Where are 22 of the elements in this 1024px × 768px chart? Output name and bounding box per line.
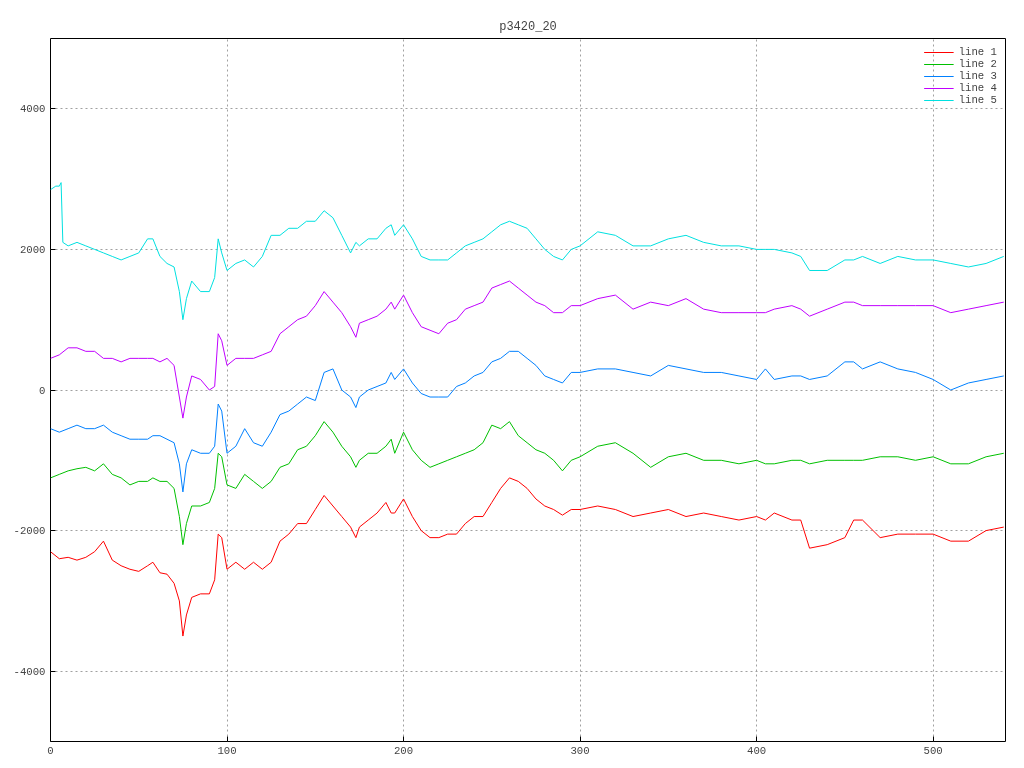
legend-label: line 3 (958, 70, 997, 82)
x-tick-label: 100 (217, 744, 237, 757)
legend-label: line 4 (958, 82, 997, 94)
line-series (50, 182, 1005, 321)
y-tick-label: 0 (39, 384, 46, 397)
legend-label: line 2 (958, 58, 997, 70)
y-tick-label: -2000 (13, 525, 46, 538)
legend-label: line 5 (958, 94, 997, 106)
x-tick-label: 500 (923, 744, 943, 757)
line-series (50, 477, 1005, 637)
line-series (50, 421, 1005, 546)
legend-label: line 1 (958, 46, 997, 58)
line-series (50, 350, 1005, 493)
y-tick-label: -4000 (13, 665, 46, 678)
y-tick-label: 2000 (19, 243, 46, 256)
line-series (50, 280, 1005, 419)
chart-title: p3420_20 (499, 19, 557, 34)
x-tick-label: 200 (393, 744, 414, 757)
y-tick-label: 4000 (19, 103, 46, 116)
x-tick-label: 0 (47, 744, 54, 757)
x-tick-label: 400 (747, 744, 767, 757)
x-tick-label: 300 (570, 744, 590, 757)
